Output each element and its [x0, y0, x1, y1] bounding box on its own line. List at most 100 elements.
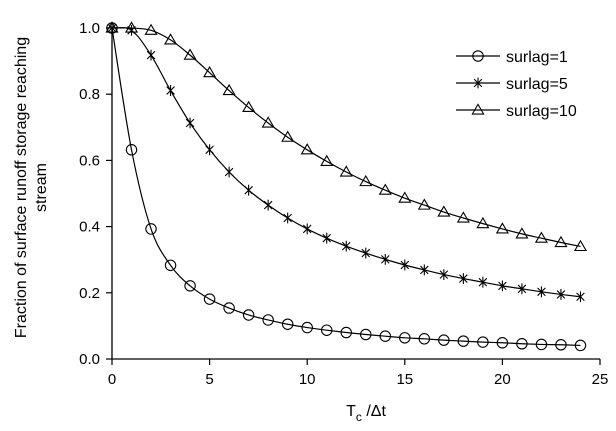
series-2-point-14 — [381, 253, 390, 265]
series-2-point-15 — [400, 259, 410, 271]
series-2-point-2 — [146, 49, 156, 61]
series-3-point-1 — [124, 21, 139, 33]
series-3-line — [111, 27, 581, 248]
y-axis-title: Fraction of surface runoff storage reach… — [13, 37, 50, 338]
series-2 — [107, 22, 585, 303]
y-axis-title-line-2: stream — [33, 163, 50, 212]
y-tick-label-0: 0.0 — [79, 351, 100, 368]
legend-label-2: surlag=5 — [506, 76, 568, 93]
series-3-point-6 — [222, 83, 236, 96]
series-1-point-16 — [418, 333, 431, 345]
series-1-point-22 — [535, 338, 548, 351]
series-3-point-16 — [417, 198, 431, 210]
legend: surlag=1 surlag=5 surlag=10 — [456, 49, 577, 120]
series-layer — [105, 21, 588, 352]
series-3-point-11 — [320, 154, 334, 166]
series-2-point-22 — [537, 286, 546, 298]
x-tick-label-5: 5 — [205, 371, 213, 388]
series-3-point-15 — [398, 191, 412, 203]
series-2-point-5 — [205, 144, 214, 156]
series-2-point-9 — [283, 212, 292, 224]
series-1-point-23 — [555, 339, 567, 351]
x-tick-label-15: 15 — [396, 371, 413, 388]
series-2-point-12 — [341, 240, 351, 252]
series-1-point-5 — [203, 293, 216, 305]
y-tick-label-0.4: 0.4 — [79, 219, 100, 236]
series-1 — [106, 22, 587, 352]
legend-marker-3 — [471, 103, 485, 115]
series-1-point-1 — [125, 144, 138, 156]
series-3-point-14 — [378, 183, 392, 195]
series-1-point-20 — [496, 337, 509, 349]
x-tick-label-25: 25 — [592, 371, 609, 388]
x-axis-title: Tc /Δt — [346, 403, 386, 424]
series-1-point-10 — [301, 321, 313, 334]
series-2-point-20 — [498, 280, 507, 292]
series-2-point-16 — [420, 264, 429, 276]
series-2-point-8 — [263, 199, 273, 211]
series-2-point-19 — [478, 276, 488, 288]
legend-marker-1 — [472, 50, 484, 62]
x-axis-title-main: T — [346, 403, 356, 420]
series-1-point-13 — [360, 328, 372, 341]
series-2-point-7 — [244, 184, 253, 196]
series-3-point-12 — [339, 165, 353, 177]
x-axis-title-rest: /Δt — [362, 403, 387, 420]
x-tick-label-20: 20 — [494, 371, 511, 388]
series-3-point-3 — [164, 33, 178, 45]
series-3-point-13 — [359, 174, 373, 187]
axis-ticks: 0 5 10 15 20 25 0.0 0.2 0.4 0.6 0.8 1.0 — [79, 20, 608, 388]
series-1-point-3 — [164, 259, 177, 272]
legend-item-3: surlag=10 — [456, 103, 577, 120]
series-2-point-18 — [459, 273, 468, 284]
series-1-point-12 — [340, 326, 352, 339]
series-2-point-4 — [185, 117, 195, 129]
series-1-point-8 — [262, 314, 274, 326]
series-2-point-10 — [302, 223, 312, 235]
series-2-point-21 — [517, 283, 527, 295]
series-1-point-21 — [516, 338, 528, 350]
series-3-point-0 — [105, 21, 119, 33]
series-3-point-23 — [554, 235, 568, 248]
series-1-point-17 — [438, 334, 450, 346]
series-1-point-6 — [223, 302, 235, 314]
series-3-point-10 — [300, 143, 314, 155]
series-2-line — [111, 27, 581, 298]
series-3-point-22 — [534, 231, 548, 243]
series-3-point-8 — [261, 116, 275, 128]
series-2-point-6 — [224, 166, 234, 178]
y-axis-title-line-1: Fraction of surface runoff storage reach… — [13, 37, 30, 338]
legend-label-1: surlag=1 — [506, 49, 568, 66]
series-3 — [105, 21, 588, 252]
series-1-point-15 — [399, 332, 411, 344]
x-axis-title-subscript: c — [356, 410, 362, 424]
series-2-point-24 — [576, 291, 585, 303]
series-3-point-17 — [437, 205, 451, 217]
plot-area: 0 5 10 15 20 25 0.0 0.2 0.4 0.6 0.8 1.0 — [79, 20, 608, 388]
series-1-point-14 — [379, 330, 392, 342]
legend-marker-2 — [473, 77, 483, 89]
series-2-point-11 — [322, 232, 331, 244]
series-3-point-7 — [242, 100, 256, 113]
series-1-point-2 — [145, 223, 157, 235]
series-3-point-2 — [144, 23, 158, 35]
series-1-point-19 — [477, 336, 489, 348]
series-1-point-7 — [242, 309, 255, 321]
series-1-point-24 — [574, 339, 587, 352]
x-tick-label-10: 10 — [299, 371, 316, 388]
series-3-point-24 — [573, 239, 588, 252]
series-2-point-3 — [166, 85, 175, 96]
y-tick-label-1: 1.0 — [79, 20, 100, 37]
legend-label-3: surlag=10 — [506, 103, 577, 120]
x-tick-label-0: 0 — [108, 371, 116, 388]
series-3-point-5 — [203, 65, 217, 78]
series-3-point-18 — [456, 211, 470, 223]
legend-item-1: surlag=1 — [456, 49, 568, 66]
y-tick-label-0.8: 0.8 — [79, 86, 100, 103]
legend-item-2: surlag=5 — [456, 76, 568, 93]
series-3-point-20 — [495, 222, 509, 234]
series-3-point-9 — [281, 130, 295, 142]
series-3-point-21 — [515, 227, 529, 239]
series-1-point-11 — [320, 324, 333, 336]
